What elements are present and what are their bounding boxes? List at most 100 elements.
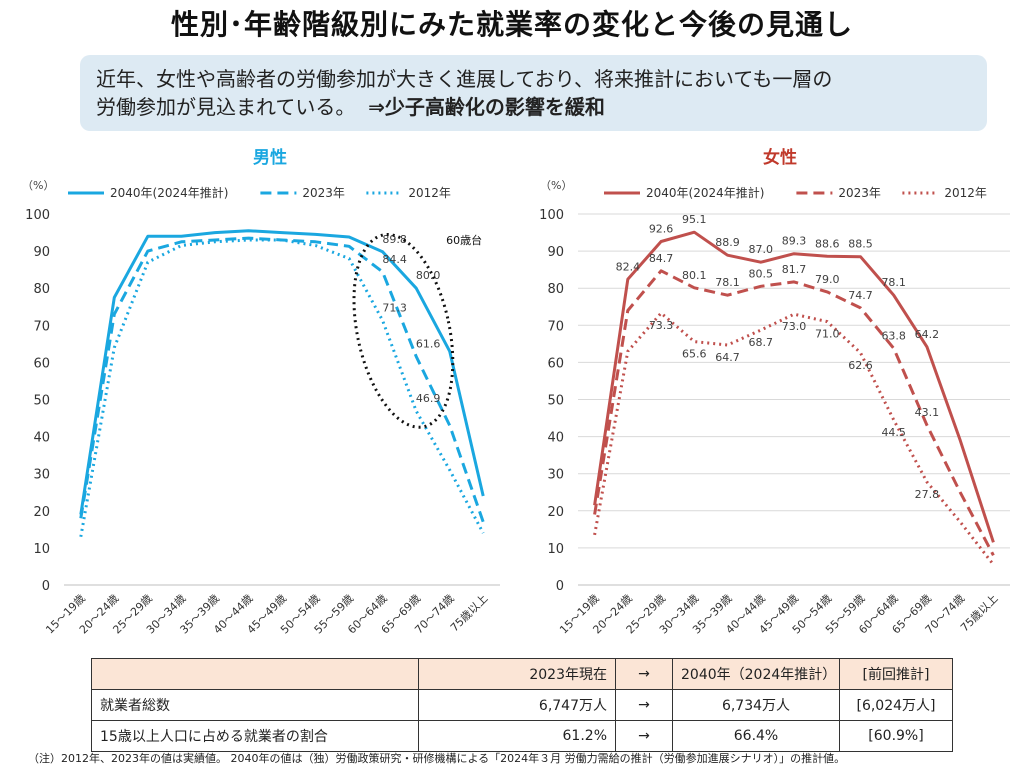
y-tick-label: 70 (547, 319, 564, 334)
y-tick-label: 60 (547, 356, 564, 371)
female-employment-chart: （%） 2040年(2024年推計) 2023年 2012年 0 10 20 30 40 50 60… (539, 179, 1010, 636)
data-label: 73.0 (782, 320, 807, 333)
data-label: 64.7 (715, 351, 740, 364)
data-label: 79.0 (815, 273, 840, 286)
data-label: 73.3 (649, 319, 674, 332)
data-label: 78.1 (715, 276, 740, 289)
data-label: 74.7 (848, 289, 873, 302)
unit-label: （%） (540, 179, 572, 192)
legend-label: 2023年 (838, 186, 881, 200)
table-row: 15歳以上人口に占める就業者の割合 61.2% → 66.4% [60.9%] (91, 720, 953, 752)
table-cell: → (615, 689, 673, 721)
table-cell: 61.2% (418, 720, 616, 752)
table-header-cell: 2023年現在 (418, 658, 616, 690)
data-label: 71.0 (815, 328, 840, 341)
data-label: 80.0 (416, 269, 441, 282)
y-tick-label: 20 (33, 505, 50, 520)
y-tick-label: 40 (33, 431, 50, 446)
male-employment-chart: （%） 2040年(2024年推計) 2023年 2012年 0 10 20 30 40 50 60… (22, 179, 500, 636)
data-label: 62.6 (848, 359, 873, 372)
y-tick-label: 60 (33, 356, 50, 371)
data-label: 64.2 (915, 328, 940, 341)
series-line (593, 230, 995, 543)
data-label: 89.8 (382, 233, 407, 246)
employment-summary-table: 2023年現在 → 2040年（2024年推計） [前回推計] 就業者総数 6,… (91, 658, 953, 752)
legend-label: 2023年 (302, 186, 345, 200)
summary-box: 近年、女性や高齢者の労働参加が大きく進展しており、将来推計においても一層の 労働… (80, 55, 987, 131)
data-label: 46.9 (416, 392, 441, 405)
legend-label: 2040年(2024年推計) (646, 185, 764, 200)
y-tick-label: 90 (547, 245, 564, 260)
table-cell: [6,024万人] (839, 689, 953, 721)
data-label: 88.6 (815, 237, 840, 250)
table-row: 就業者総数 6,747万人 → 6,734万人 [6,024万人] (91, 689, 953, 721)
data-label: 71.3 (382, 301, 407, 314)
table-cell: → (615, 720, 673, 752)
data-label: 88.9 (715, 236, 740, 249)
footnote: （注）2012年、2023年の値は実績値。 2040年の値は（独）労働政策研究・… (28, 752, 846, 765)
y-tick-label: 80 (547, 282, 564, 297)
data-label: 65.6 (682, 348, 707, 361)
data-label: 27.8 (915, 488, 940, 501)
data-label: 95.1 (682, 213, 707, 226)
series-line (79, 236, 485, 523)
table-cell: [60.9%] (839, 720, 953, 752)
y-tick-label: 40 (547, 431, 564, 446)
y-tick-label: 0 (556, 579, 564, 594)
data-label: 63.8 (881, 329, 906, 342)
y-tick-label: 50 (33, 394, 50, 409)
summary-line-1: 近年、女性や高齢者の労働参加が大きく進展しており、将来推計においても一層の (96, 67, 833, 91)
table-header-cell: 2040年（2024年推計） (672, 658, 840, 690)
y-tick-label: 30 (547, 468, 564, 483)
data-label: 68.7 (749, 336, 774, 349)
y-tick-label: 80 (33, 282, 50, 297)
series-line (79, 229, 485, 515)
y-tick-label: 20 (547, 505, 564, 520)
y-tick-label: 50 (547, 394, 564, 409)
data-label: 81.7 (782, 263, 807, 276)
data-label: 78.1 (881, 276, 906, 289)
table-cell: 15歳以上人口に占める就業者の割合 (91, 720, 419, 752)
y-tick-label: 70 (33, 319, 50, 334)
data-label: 84.4 (382, 253, 407, 266)
table-header-cell: [前回推計] (839, 658, 953, 690)
data-label: 43.1 (915, 406, 940, 419)
y-tick-label: 90 (33, 245, 50, 260)
data-label: 44.5 (881, 426, 906, 439)
table-cell: 6,747万人 (418, 689, 616, 721)
annotation-label: 60歳台 (446, 233, 482, 247)
summary-line-2-text: 労働参加が見込まれている。 (96, 95, 356, 119)
annotation-ellipse (352, 233, 455, 429)
data-label: 82.4 (616, 260, 641, 273)
data-label: 89.3 (782, 235, 807, 248)
table-cell: 就業者総数 (91, 689, 419, 721)
y-tick-label: 10 (33, 542, 50, 557)
female-chart-title: 女性 (763, 148, 797, 168)
series-line (79, 238, 485, 538)
y-tick-label: 100 (539, 208, 564, 223)
summary-conclusion: ⇒少子高齢化の影響を緩和 (368, 95, 605, 119)
table-header-cell (91, 658, 419, 690)
x-tick-label: 75歳以上 (448, 592, 490, 634)
y-tick-label: 0 (42, 579, 50, 594)
table-header-row: 2023年現在 → 2040年（2024年推計） [前回推計] (91, 658, 953, 690)
summary-line-2: 労働参加が見込まれている。 ⇒少子高齢化の影響を緩和 (96, 93, 971, 121)
male-chart-title: 男性 (253, 148, 287, 168)
unit-label: （%） (22, 179, 54, 192)
data-label: 61.6 (416, 337, 441, 350)
y-tick-label: 10 (547, 542, 564, 557)
data-label: 84.7 (649, 252, 674, 265)
data-label: 92.6 (649, 222, 674, 235)
table-header-cell: → (615, 658, 673, 690)
legend-label: 2012年 (944, 186, 987, 200)
data-label: 80.5 (749, 267, 774, 280)
y-tick-label: 30 (33, 468, 50, 483)
y-tick-label: 100 (25, 208, 50, 223)
data-label: 87.0 (749, 243, 774, 256)
data-label: 80.1 (682, 269, 707, 282)
legend-label: 2040年(2024年推計) (110, 185, 228, 200)
series-line (593, 311, 995, 566)
table-cell: 6,734万人 (672, 689, 840, 721)
page-title: 性別･年齢階級別にみた就業率の変化と今後の見通し (170, 8, 853, 41)
data-label: 88.5 (848, 238, 873, 251)
